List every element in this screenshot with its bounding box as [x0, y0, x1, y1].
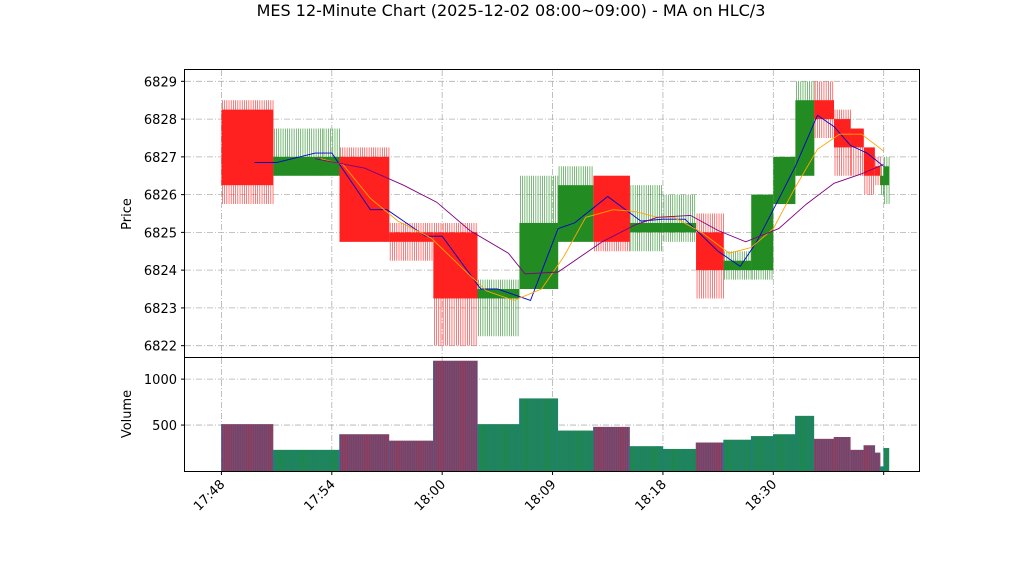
volume-bar: [863, 445, 876, 471]
down-candle-body: [221, 109, 274, 186]
volume-bar: [662, 448, 697, 471]
up-candle-body: [751, 194, 774, 271]
volume-panel-frame: [184, 357, 920, 472]
volume-axis-title: Volume: [120, 390, 135, 438]
volume-panel: 500 1000 Volume: [120, 357, 920, 472]
up-candle-body: [662, 222, 697, 233]
volume-bar: [477, 424, 520, 471]
volume-tick-label: 1000: [144, 373, 177, 388]
volume-bar: [850, 449, 865, 471]
volume-bar: [750, 436, 774, 471]
down-candle-body: [814, 100, 835, 120]
up-candle-body: [773, 156, 796, 205]
volume-bar: [880, 466, 884, 471]
volume-bar: [519, 398, 559, 471]
volume-bar: [273, 449, 323, 471]
up-candle-body: [795, 100, 815, 176]
down-candle-body: [850, 128, 864, 148]
volume-bar: [833, 437, 851, 471]
price-tick-label: 6826: [144, 189, 177, 204]
price-tick-label: 6823: [144, 302, 177, 317]
down-candle-body: [433, 232, 478, 299]
volume-tick-label: 500: [152, 419, 177, 434]
ma-line-3: [315, 158, 884, 275]
volume-bar: [322, 449, 340, 471]
volume-bar-fill: [629, 446, 663, 471]
price-tick-label: 6829: [144, 75, 177, 90]
down-candle-body: [389, 232, 434, 242]
volume-bar-fill: [477, 424, 520, 471]
volume-bar: [723, 439, 752, 471]
volume-bar: [221, 424, 274, 471]
volume-bar: [795, 415, 815, 471]
price-tick-label: 6824: [144, 264, 177, 279]
price-panel: 6822 6823 6824 6825 6826 6827 6828 6829 Price: [120, 69, 920, 358]
price-tick-label: 6828: [144, 113, 177, 128]
volume-bar-fill: [593, 426, 630, 471]
volume-bar-fill: [339, 434, 390, 471]
volume-bar-fill: [863, 445, 875, 471]
volume-bar-fill: [880, 466, 884, 471]
volume-bar-fill: [662, 448, 697, 471]
up-bar-wicks: [663, 194, 696, 242]
price-tick-label: 6827: [144, 151, 177, 166]
up-candle-body: [883, 166, 890, 186]
up-candle-body: [477, 289, 520, 299]
volume-bar: [388, 440, 434, 471]
up-candle-body: [723, 260, 752, 271]
price-tick-label: 6822: [144, 340, 177, 355]
volume-bar: [593, 426, 630, 471]
up-candle-body: [322, 156, 340, 176]
down-candle-body: [874, 166, 881, 176]
volume-bar: [339, 434, 390, 471]
up-bar-wicks: [630, 185, 662, 252]
volume-bar: [883, 448, 890, 471]
up-candle-body: [558, 185, 594, 242]
ma-line-2: [320, 133, 884, 301]
volume-bar-fill: [883, 448, 890, 471]
up-candle-body: [629, 222, 663, 233]
ma-line-1: [254, 114, 884, 301]
volume-bar-fill: [874, 452, 881, 471]
volume-bar: [629, 446, 664, 471]
volume-bar: [874, 452, 881, 471]
volume-bar: [557, 430, 594, 471]
volume-bar: [695, 442, 724, 471]
volume-bar: [433, 360, 478, 471]
volume-bar-fill: [795, 415, 815, 471]
down-candle-body: [863, 147, 875, 176]
volume-bar-fill: [814, 438, 835, 471]
volume-bar: [813, 438, 835, 471]
price-axis-title: Price: [120, 198, 135, 230]
price-tick-label: 6825: [144, 226, 177, 241]
chart-title: MES 12-Minute Chart (2025-12-02 08:00~09…: [257, 1, 766, 20]
up-candle-body: [880, 175, 884, 186]
volume-bar-fill: [273, 449, 323, 471]
volume-bar: [773, 434, 796, 471]
up-candle-body: [273, 156, 323, 176]
